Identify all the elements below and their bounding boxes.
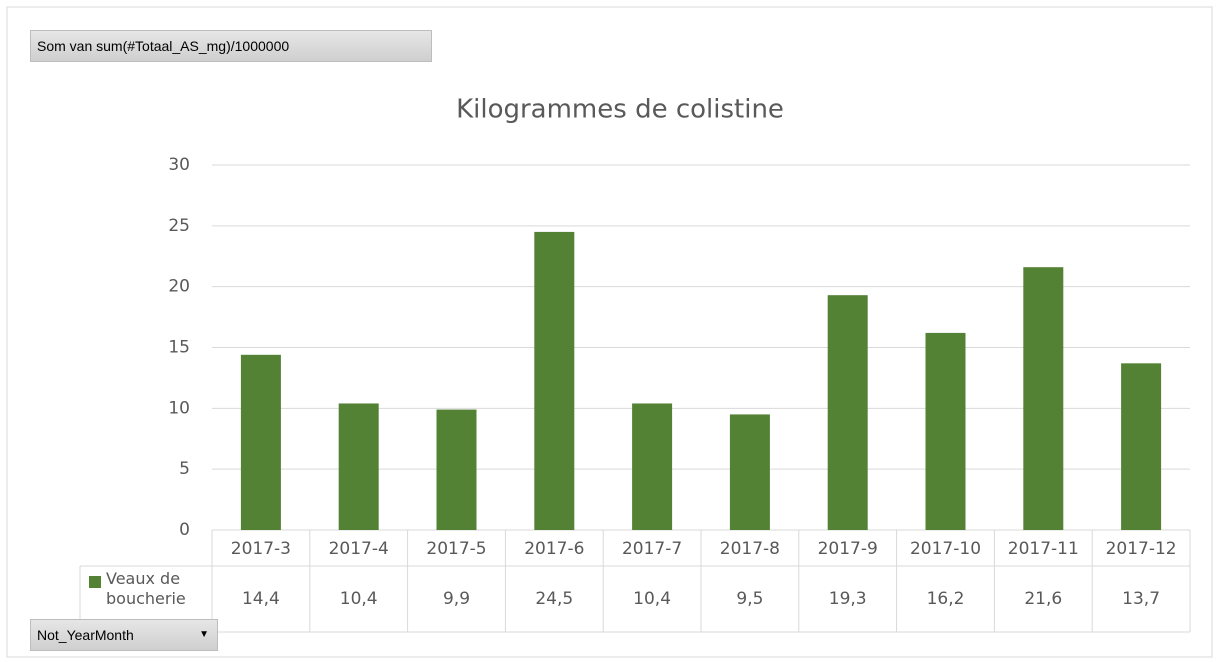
y-tick-label: 5	[179, 459, 190, 479]
y-tick-label: 0	[179, 520, 190, 540]
bar	[1023, 267, 1064, 530]
data-table-value: 24,5	[535, 589, 573, 609]
x-tick-label: 2017-9	[818, 539, 878, 559]
data-table-value: 14,4	[242, 589, 280, 609]
bar	[534, 231, 575, 530]
data-table-value: 13,7	[1122, 589, 1160, 609]
chart-title: Kilogrammes de colistine	[456, 95, 784, 125]
x-tick-label: 2017-7	[622, 539, 682, 559]
legend-swatch	[89, 576, 101, 588]
bar	[632, 403, 673, 530]
y-tick-label: 25	[168, 216, 190, 236]
legend-cell: Veaux de boucherie	[106, 569, 186, 608]
bar	[436, 409, 477, 530]
y-tick-label: 15	[168, 338, 190, 358]
x-tick-label: 2017-12	[1106, 539, 1177, 559]
data-table-value: 10,4	[340, 589, 378, 609]
x-tick-label: 2017-6	[524, 539, 584, 559]
bar	[925, 332, 966, 530]
chart-border	[6, 6, 1213, 658]
bar	[1121, 363, 1162, 530]
axis-field-button[interactable]: Not_YearMonth ▼	[30, 619, 218, 651]
x-tick-label: 2017-10	[910, 539, 981, 559]
data-table-value: 9,5	[736, 589, 763, 609]
dropdown-arrow: ▼	[199, 629, 209, 640]
x-tick-label: 2017-11	[1008, 539, 1079, 559]
bar	[729, 414, 770, 530]
data-table-value: 9,9	[443, 589, 470, 609]
x-tick-label: 2017-3	[231, 539, 291, 559]
y-tick-label: 20	[168, 277, 190, 297]
y-tick-label: 30	[168, 155, 190, 175]
x-tick-label: 2017-5	[426, 539, 486, 559]
data-table-value: 16,2	[927, 589, 965, 609]
axis-field-label: Not_YearMonth	[37, 627, 134, 643]
bar	[338, 403, 379, 530]
data-table-value: 10,4	[633, 589, 671, 609]
x-tick-label: 2017-4	[329, 539, 389, 559]
bar	[827, 295, 868, 530]
bar	[240, 354, 281, 530]
legend-label: Veaux de boucherie	[106, 569, 186, 608]
y-tick-label: 10	[168, 398, 190, 418]
data-table-value: 21,6	[1024, 589, 1062, 609]
value-field-button[interactable]: Som van sum(#Totaal_AS_mg)/1000000	[30, 30, 432, 62]
data-table-value: 19,3	[829, 589, 867, 609]
x-tick-label: 2017-8	[720, 539, 780, 559]
